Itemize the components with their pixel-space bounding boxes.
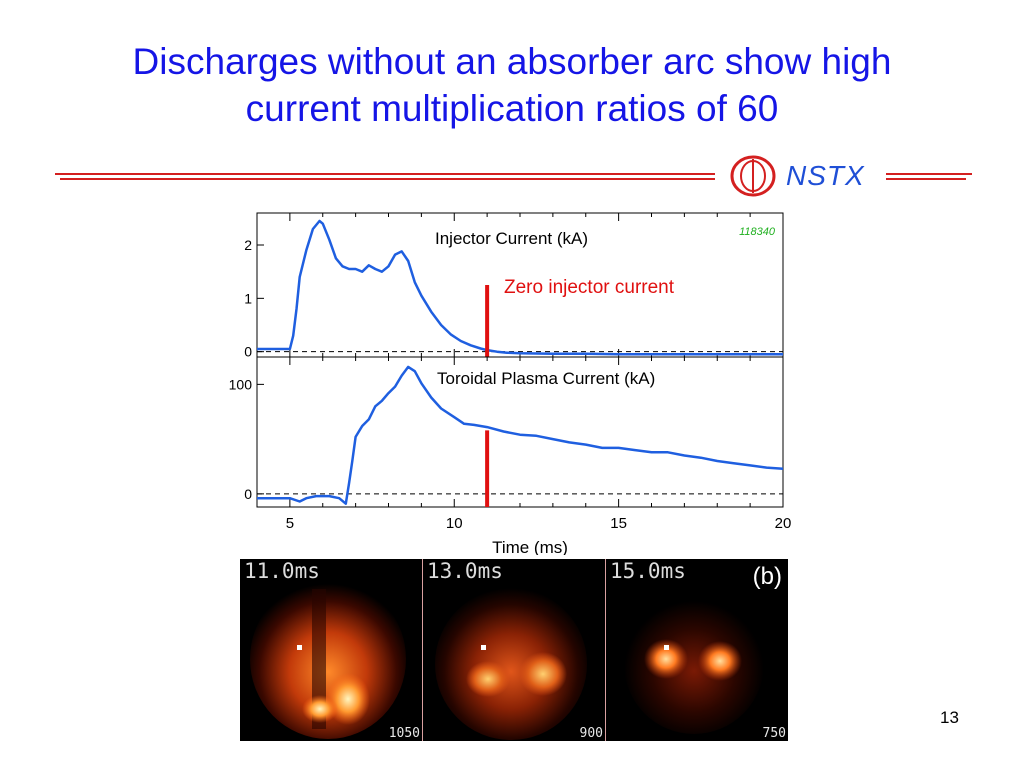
plasma-image-3 (606, 559, 788, 741)
x-tick-label: 10 (446, 515, 463, 532)
shot-number-label: 118340 (739, 226, 776, 238)
frame-time-1: 11.0ms (244, 559, 320, 583)
plasma-y-tick-label: 0 (244, 486, 252, 502)
panel-label: (b) (752, 563, 782, 590)
page-number: 13 (940, 708, 959, 727)
camera-frame-3: 15.0ms 750 (b) (606, 559, 788, 741)
x-tick-label: 20 (775, 515, 792, 532)
plasma-panel-title: Toroidal Plasma Current (kA) (437, 369, 655, 388)
frame-divider-2 (605, 559, 606, 741)
camera-frame-1: 11.0ms 1050 (240, 559, 422, 741)
frame-number-2: 900 (579, 726, 603, 741)
header-rule-right-top (886, 173, 972, 175)
current-chart: 0 1 2 Injector Current (kA) 0 100 Toroidal Pla… (229, 212, 792, 555)
nstx-logo-text: NSTX (786, 160, 865, 191)
slide-title: Discharges without an absorber arc show … (0, 38, 1024, 132)
plasma-image-1 (240, 559, 422, 741)
header-rule-left-top (55, 173, 715, 175)
injector-series-line (257, 219, 783, 356)
nstx-logo-icon (730, 155, 776, 197)
camera-frames: 11.0ms 1050 13 (240, 559, 788, 741)
injector-panel-title: Injector Current (kA) (435, 229, 588, 248)
injector-y-tick-label: 2 (244, 237, 252, 253)
header-rule-left-bottom (60, 178, 715, 180)
plasma-series-line (257, 365, 784, 505)
x-tick-label: 15 (610, 515, 627, 532)
plasma-image-2 (423, 559, 605, 741)
injector-y-tick-label: 0 (244, 344, 252, 360)
injector-y-tick-label: 1 (244, 290, 252, 306)
camera-frame-2: 13.0ms 900 (423, 559, 605, 741)
slide-title-line1: Discharges without an absorber arc show … (132, 41, 892, 82)
frame-number-1: 1050 (388, 726, 420, 741)
frame-number-3: 750 (762, 726, 786, 741)
frame-divider-1 (422, 559, 423, 741)
frame-time-2: 13.0ms (427, 559, 503, 583)
header-rule-right-bottom (886, 178, 966, 180)
plasma-y-tick-label: 100 (229, 376, 253, 392)
slide-title-line2: current multiplication ratios of 60 (245, 88, 779, 129)
x-tick-label: 5 (286, 515, 294, 532)
frame-time-3: 15.0ms (610, 559, 686, 583)
x-axis-label: Time (ms) (492, 538, 568, 555)
zero-current-annotation: Zero injector current (504, 277, 675, 298)
